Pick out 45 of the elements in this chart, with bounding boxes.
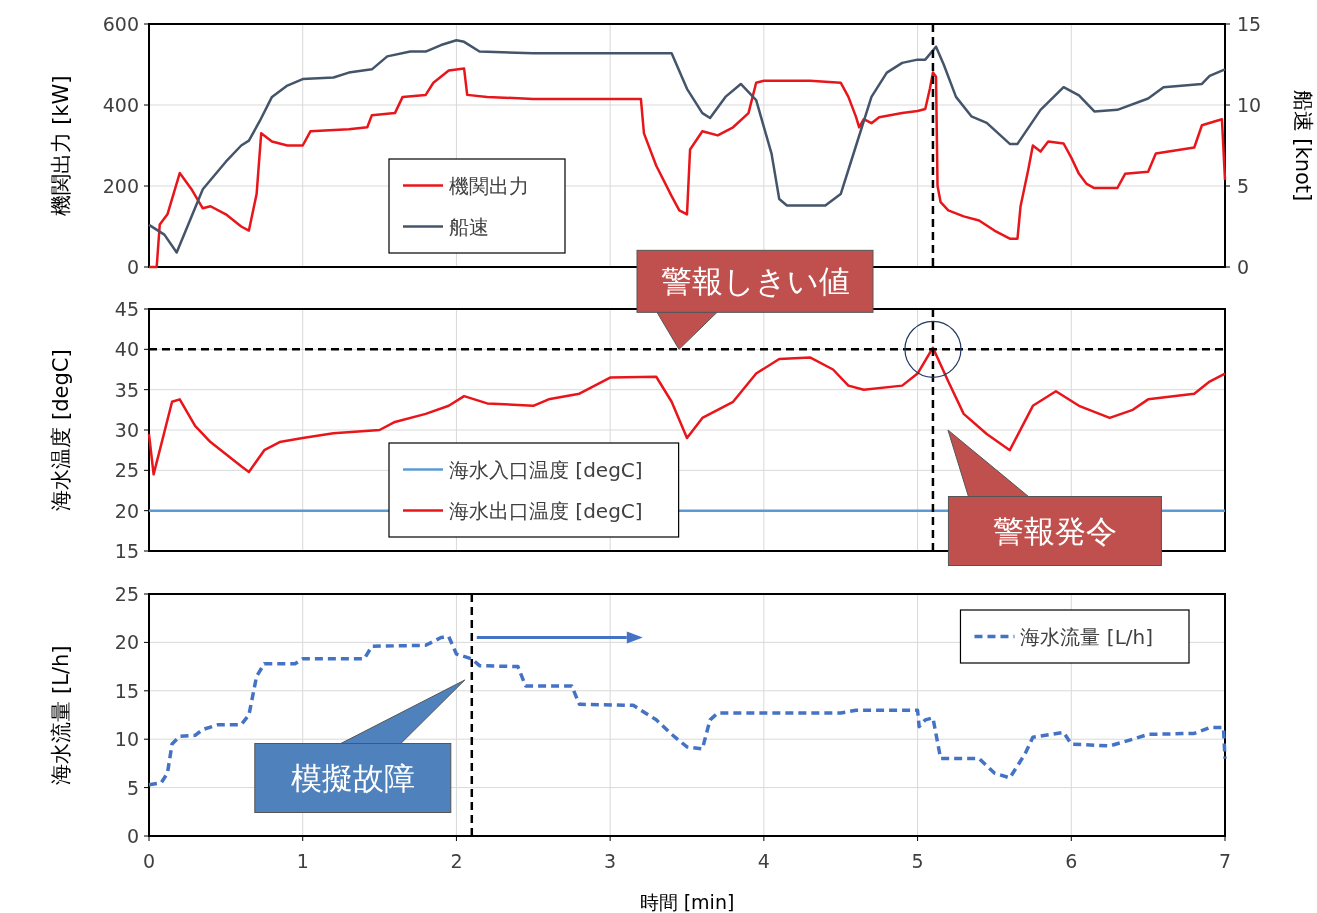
legend-label: 機関出力 [449, 173, 529, 198]
x-tick-label: 2 [450, 850, 463, 872]
legend-label: 海水入口温度 [degC] [449, 457, 643, 482]
callout: 模擬故障 [254, 679, 466, 813]
ref-line-label: 警報発令 [992, 513, 1117, 549]
x-tick-label: 0 [142, 850, 156, 872]
y-tick-label: 10 [114, 728, 139, 751]
x-tick-label: 5 [911, 850, 924, 872]
y-tick-label: 0 [126, 825, 139, 847]
y2-axis-title: 船速 [knot] [1291, 89, 1315, 202]
y-tick-label: 15 [114, 679, 139, 702]
y-tick-label: 15 [114, 540, 139, 562]
y-tick-label: 40 [114, 338, 139, 361]
x-tick-label: 6 [1065, 850, 1078, 872]
x-tick-label: 7 [1218, 850, 1232, 872]
legend-label: 海水流量 [L/h] [1020, 624, 1153, 649]
x-tick-label: 1 [296, 850, 309, 872]
legend-label: 海水出口温度 [degC] [449, 498, 643, 523]
y-tick-label: 25 [114, 459, 139, 482]
ref-line-label: 警報しきい値 [660, 263, 850, 300]
y-axis-title: 海水流量 [L/h] [49, 645, 73, 785]
callout: 警報発令 [947, 429, 1162, 566]
y2-tick-label: 0 [1237, 256, 1250, 278]
y-axis-title: 機関出力 [kW] [49, 75, 73, 216]
y-tick-label: 20 [114, 499, 139, 522]
y-tick-label: 20 [114, 631, 139, 654]
y-tick-label: 200 [102, 175, 139, 197]
y-tick-label: 0 [126, 256, 139, 278]
y-tick-label: 5 [126, 776, 139, 799]
x-axis-title: 時間 [min] [639, 891, 735, 913]
y-tick-label: 35 [114, 378, 139, 401]
y-tick-label: 45 [114, 298, 139, 320]
legend-label: 船速 [449, 214, 489, 239]
y2-tick-label: 15 [1237, 13, 1262, 35]
ref-line-label: 模擬故障 [290, 760, 415, 796]
y2-tick-label: 5 [1237, 175, 1250, 197]
y-tick-label: 600 [102, 13, 139, 35]
y-axis-title: 海水温度 [degC] [49, 349, 73, 511]
x-tick-label: 4 [757, 850, 770, 872]
y-tick-label: 30 [114, 419, 139, 441]
y-tick-label: 25 [114, 583, 139, 605]
y-tick-label: 400 [102, 94, 139, 116]
x-tick-label: 3 [604, 850, 617, 872]
y2-tick-label: 10 [1237, 94, 1262, 116]
callout: 警報しきい値 [636, 249, 874, 350]
